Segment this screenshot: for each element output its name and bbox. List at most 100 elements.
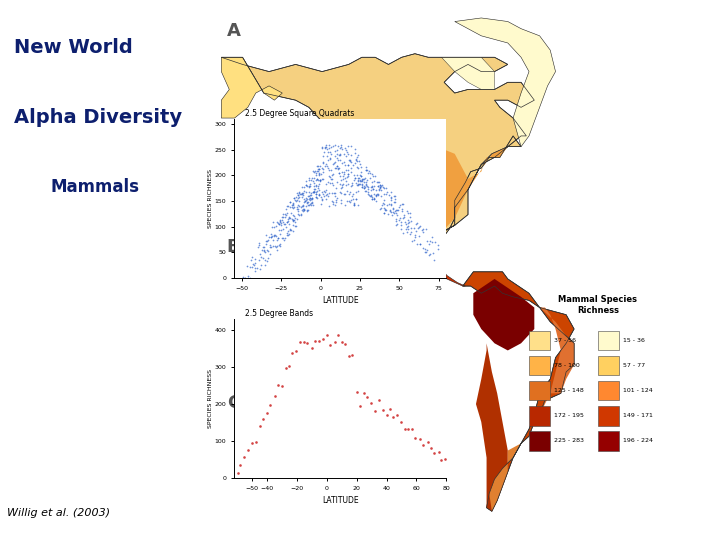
Point [385,193,397,202]
Point [366,183,378,192]
Point [238,453,250,462]
Point [348,199,359,207]
Text: 225 - 283: 225 - 283 [554,438,584,443]
Point [422,437,433,446]
Point [425,250,436,259]
Point [346,158,357,166]
Point [277,213,289,221]
Point [331,146,343,155]
Point [343,197,354,205]
Point [416,226,428,234]
Point [274,220,285,228]
Point [249,267,261,275]
Point [311,174,323,183]
Point [274,230,286,238]
Point [356,171,367,180]
Point [423,240,434,248]
Point [372,178,383,187]
Point [352,164,364,172]
Point [403,217,415,226]
Point [336,141,347,150]
Point [335,172,346,180]
Point [310,181,322,190]
Bar [529,431,550,450]
Point [347,160,359,169]
Point [399,210,410,219]
Point [346,192,358,200]
Point [312,162,323,171]
Point [287,348,298,357]
Point [242,272,253,281]
Point [318,168,329,177]
Point [312,184,324,193]
Point [261,246,272,255]
Point [409,231,420,240]
Point [341,180,352,189]
Point [413,231,424,240]
Point [323,165,335,174]
Point [274,226,285,235]
Point [402,224,414,233]
Point [378,208,390,217]
Point [271,218,283,226]
Point [414,240,426,248]
Point [292,205,303,213]
Bar [598,431,619,450]
Point [331,150,343,158]
Point [356,175,368,184]
Point [390,206,402,214]
Point [261,409,272,418]
Point [304,193,315,202]
Point [389,195,400,204]
Point [361,182,373,191]
Point [269,222,280,231]
Point [414,240,426,249]
Point [428,449,439,457]
Point [317,142,328,151]
Point [344,157,356,165]
Bar [529,331,550,350]
Point [397,200,408,208]
Point [408,224,420,232]
Point [353,179,364,188]
Point [261,237,272,246]
Point [235,461,246,469]
Point [244,263,256,272]
Point [269,392,281,401]
Point [432,245,444,253]
Point [351,180,363,189]
Text: 125 - 148: 125 - 148 [554,388,584,393]
Point [264,232,275,241]
Point [312,182,324,191]
Point [372,177,384,186]
Point [248,260,260,269]
Point [401,207,413,215]
Point [359,184,370,192]
Point [378,190,390,199]
Point [258,246,270,254]
Point [354,174,365,183]
Point [346,181,358,190]
Point [369,407,381,415]
Point [305,199,317,207]
Point [395,213,406,222]
Polygon shape [463,272,574,511]
Point [378,199,390,207]
Point [287,211,299,220]
Point [256,253,267,262]
Point [338,150,350,159]
Point [361,393,373,401]
Point [390,217,402,226]
Point [387,204,398,212]
Point [440,454,451,463]
Point [313,170,325,178]
Point [420,247,431,256]
Point [307,177,319,185]
Point [245,273,256,282]
Point [381,184,392,192]
Point [253,238,265,247]
Point [276,218,287,227]
Point [336,142,347,151]
Point [377,406,389,414]
Point [305,181,316,190]
